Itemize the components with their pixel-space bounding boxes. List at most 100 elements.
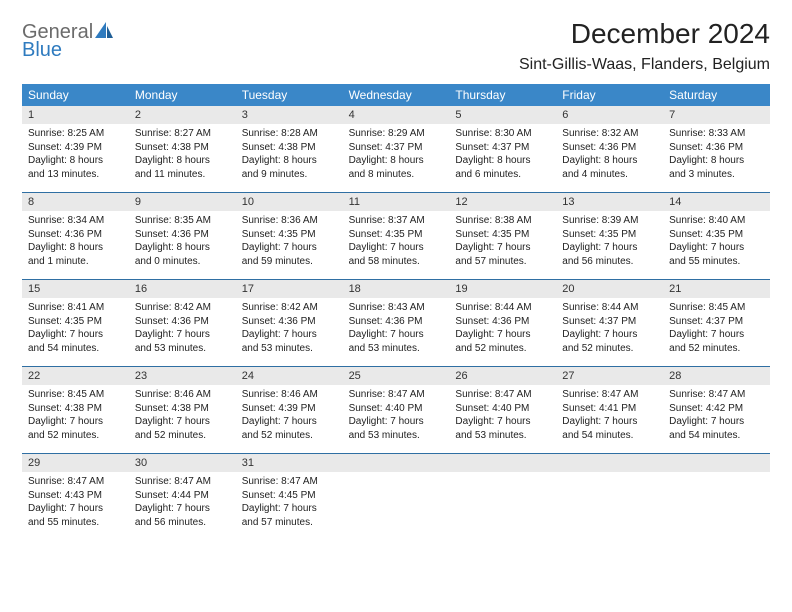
daylight-line2: and 52 minutes. <box>242 429 337 443</box>
daylight-line2: and 53 minutes. <box>135 342 230 356</box>
daylight-line1: Daylight: 7 hours <box>669 415 764 429</box>
daylight-line1: Daylight: 7 hours <box>28 415 123 429</box>
sunset-text: Sunset: 4:38 PM <box>135 141 230 155</box>
day-body: Sunrise: 8:37 AMSunset: 4:35 PMDaylight:… <box>343 211 450 274</box>
day-number: 22 <box>22 367 129 385</box>
day-cell: 11Sunrise: 8:37 AMSunset: 4:35 PMDayligh… <box>343 193 450 279</box>
day-number: 4 <box>343 106 450 124</box>
day-cell: 18Sunrise: 8:43 AMSunset: 4:36 PMDayligh… <box>343 280 450 366</box>
week-row: 29Sunrise: 8:47 AMSunset: 4:43 PMDayligh… <box>22 454 770 540</box>
day-cell: 17Sunrise: 8:42 AMSunset: 4:36 PMDayligh… <box>236 280 343 366</box>
sunrise-text: Sunrise: 8:45 AM <box>28 388 123 402</box>
daylight-line1: Daylight: 7 hours <box>562 328 657 342</box>
day-body: Sunrise: 8:43 AMSunset: 4:36 PMDaylight:… <box>343 298 450 361</box>
day-cell: 31Sunrise: 8:47 AMSunset: 4:45 PMDayligh… <box>236 454 343 540</box>
day-body: Sunrise: 8:47 AMSunset: 4:40 PMDaylight:… <box>343 385 450 448</box>
daylight-line1: Daylight: 7 hours <box>562 415 657 429</box>
sunrise-text: Sunrise: 8:47 AM <box>349 388 444 402</box>
day-number: 29 <box>22 454 129 472</box>
day-cell: 14Sunrise: 8:40 AMSunset: 4:35 PMDayligh… <box>663 193 770 279</box>
sunset-text: Sunset: 4:37 PM <box>455 141 550 155</box>
week-row: 1Sunrise: 8:25 AMSunset: 4:39 PMDaylight… <box>22 106 770 193</box>
daylight-line2: and 53 minutes. <box>455 429 550 443</box>
daylight-line2: and 55 minutes. <box>28 516 123 530</box>
daylight-line1: Daylight: 7 hours <box>349 415 444 429</box>
day-number: 2 <box>129 106 236 124</box>
day-body: Sunrise: 8:45 AMSunset: 4:37 PMDaylight:… <box>663 298 770 361</box>
sunrise-text: Sunrise: 8:25 AM <box>28 127 123 141</box>
day-cell: 26Sunrise: 8:47 AMSunset: 4:40 PMDayligh… <box>449 367 556 453</box>
day-body: Sunrise: 8:44 AMSunset: 4:36 PMDaylight:… <box>449 298 556 361</box>
sunset-text: Sunset: 4:36 PM <box>135 228 230 242</box>
sunrise-text: Sunrise: 8:33 AM <box>669 127 764 141</box>
day-body: Sunrise: 8:46 AMSunset: 4:38 PMDaylight:… <box>129 385 236 448</box>
day-body: Sunrise: 8:40 AMSunset: 4:35 PMDaylight:… <box>663 211 770 274</box>
sunrise-text: Sunrise: 8:38 AM <box>455 214 550 228</box>
daylight-line2: and 59 minutes. <box>242 255 337 269</box>
sunset-text: Sunset: 4:37 PM <box>669 315 764 329</box>
day-cell: 3Sunrise: 8:28 AMSunset: 4:38 PMDaylight… <box>236 106 343 192</box>
day-cell: 16Sunrise: 8:42 AMSunset: 4:36 PMDayligh… <box>129 280 236 366</box>
day-number <box>343 454 450 472</box>
sunset-text: Sunset: 4:35 PM <box>562 228 657 242</box>
sunset-text: Sunset: 4:35 PM <box>669 228 764 242</box>
day-cell: 27Sunrise: 8:47 AMSunset: 4:41 PMDayligh… <box>556 367 663 453</box>
day-number: 25 <box>343 367 450 385</box>
day-cell: 15Sunrise: 8:41 AMSunset: 4:35 PMDayligh… <box>22 280 129 366</box>
sunset-text: Sunset: 4:37 PM <box>349 141 444 155</box>
daylight-line1: Daylight: 8 hours <box>135 241 230 255</box>
sunrise-text: Sunrise: 8:28 AM <box>242 127 337 141</box>
day-body: Sunrise: 8:47 AMSunset: 4:43 PMDaylight:… <box>22 472 129 535</box>
weekday-header: Tuesday <box>236 84 343 106</box>
day-cell: 22 Sunrise: 8:45 AMSunset: 4:38 PMDayligh… <box>22 367 129 453</box>
brand-logo: General Blue <box>22 18 113 60</box>
brand-line2: Blue <box>22 40 113 60</box>
weekday-header: Monday <box>129 84 236 106</box>
day-number: 13 <box>556 193 663 211</box>
day-cell: 21Sunrise: 8:45 AMSunset: 4:37 PMDayligh… <box>663 280 770 366</box>
day-body: Sunrise: 8:47 AMSunset: 4:45 PMDaylight:… <box>236 472 343 535</box>
day-number: 19 <box>449 280 556 298</box>
daylight-line2: and 1 minute. <box>28 255 123 269</box>
sunset-text: Sunset: 4:35 PM <box>28 315 123 329</box>
day-body <box>449 472 556 481</box>
day-body: Sunrise: 8:46 AMSunset: 4:39 PMDaylight:… <box>236 385 343 448</box>
day-cell: 29Sunrise: 8:47 AMSunset: 4:43 PMDayligh… <box>22 454 129 540</box>
day-body: Sunrise: 8:30 AMSunset: 4:37 PMDaylight:… <box>449 124 556 187</box>
daylight-line1: Daylight: 8 hours <box>455 154 550 168</box>
day-number: 18 <box>343 280 450 298</box>
daylight-line2: and 9 minutes. <box>242 168 337 182</box>
day-body: Sunrise: 8:34 AMSunset: 4:36 PMDaylight:… <box>22 211 129 274</box>
day-cell: 9Sunrise: 8:35 AMSunset: 4:36 PMDaylight… <box>129 193 236 279</box>
daylight-line2: and 0 minutes. <box>135 255 230 269</box>
sunset-text: Sunset: 4:45 PM <box>242 489 337 503</box>
sunrise-text: Sunrise: 8:27 AM <box>135 127 230 141</box>
day-number <box>663 454 770 472</box>
sunrise-text: Sunrise: 8:47 AM <box>669 388 764 402</box>
sunset-text: Sunset: 4:38 PM <box>242 141 337 155</box>
daylight-line2: and 54 minutes. <box>562 429 657 443</box>
day-cell: 24Sunrise: 8:46 AMSunset: 4:39 PMDayligh… <box>236 367 343 453</box>
daylight-line2: and 52 minutes. <box>28 429 123 443</box>
day-cell: 5Sunrise: 8:30 AMSunset: 4:37 PMDaylight… <box>449 106 556 192</box>
sunset-text: Sunset: 4:38 PM <box>28 402 123 416</box>
sunrise-text: Sunrise: 8:30 AM <box>455 127 550 141</box>
daylight-line2: and 52 minutes. <box>562 342 657 356</box>
daylight-line1: Daylight: 7 hours <box>135 328 230 342</box>
day-number: 15 <box>22 280 129 298</box>
day-cell: 23Sunrise: 8:46 AMSunset: 4:38 PMDayligh… <box>129 367 236 453</box>
sunset-text: Sunset: 4:43 PM <box>28 489 123 503</box>
sunset-text: Sunset: 4:36 PM <box>135 315 230 329</box>
day-body: Sunrise: 8:47 AMSunset: 4:44 PMDaylight:… <box>129 472 236 535</box>
sunset-text: Sunset: 4:39 PM <box>242 402 337 416</box>
daylight-line1: Daylight: 8 hours <box>28 154 123 168</box>
daylight-line1: Daylight: 8 hours <box>562 154 657 168</box>
day-body <box>556 472 663 481</box>
daylight-line2: and 56 minutes. <box>562 255 657 269</box>
day-body <box>663 472 770 481</box>
daylight-line2: and 13 minutes. <box>28 168 123 182</box>
sunset-text: Sunset: 4:40 PM <box>349 402 444 416</box>
day-number: 17 <box>236 280 343 298</box>
daylight-line1: Daylight: 8 hours <box>349 154 444 168</box>
day-body: Sunrise: 8:38 AMSunset: 4:35 PMDaylight:… <box>449 211 556 274</box>
